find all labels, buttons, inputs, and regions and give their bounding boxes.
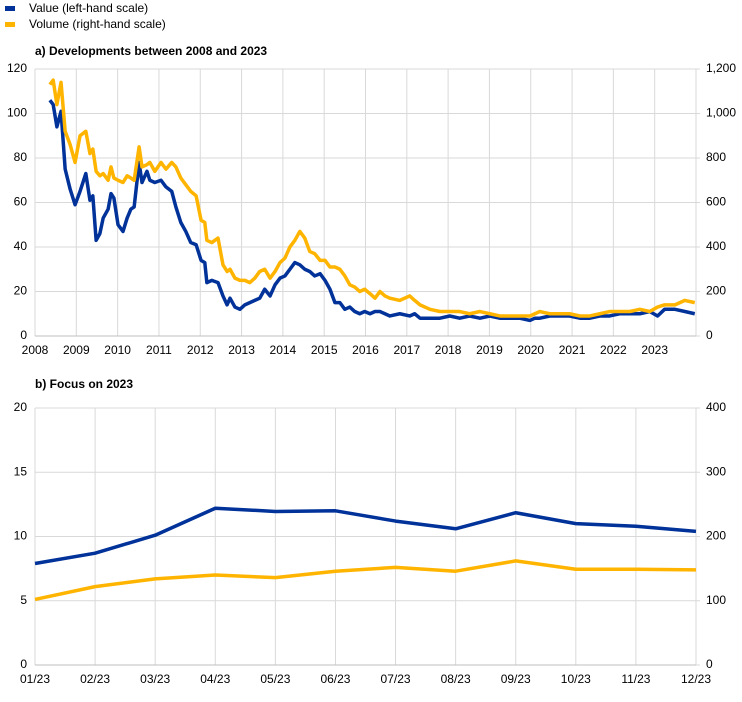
panel-title: a) Developments between 2008 and 2023 bbox=[35, 44, 267, 58]
y2-tick-label: 800 bbox=[706, 150, 726, 164]
x-tick-label: 01/23 bbox=[20, 672, 50, 686]
x-tick-label: 09/23 bbox=[501, 672, 531, 686]
y-tick-label: 20 bbox=[14, 284, 28, 298]
x-tick-label: 03/23 bbox=[140, 672, 170, 686]
x-tick-label: 2014 bbox=[270, 343, 297, 357]
y-tick-label: 60 bbox=[14, 195, 28, 209]
x-tick-label: 2018 bbox=[435, 343, 462, 357]
legend-label: Value (left-hand scale) bbox=[29, 1, 148, 15]
series-line bbox=[48, 78, 696, 318]
x-tick-label: 2016 bbox=[352, 343, 379, 357]
y2-tick-label: 400 bbox=[706, 400, 726, 414]
x-tick-label: 02/23 bbox=[80, 672, 110, 686]
x-tick-label: 07/23 bbox=[381, 672, 411, 686]
y-tick-label: 40 bbox=[14, 239, 28, 253]
y-tick-label: 15 bbox=[14, 464, 28, 478]
panel-title: b) Focus on 2023 bbox=[35, 377, 133, 391]
y-tick-label: 0 bbox=[20, 657, 27, 671]
y-tick-label: 5 bbox=[20, 593, 27, 607]
x-tick-label: 08/23 bbox=[441, 672, 471, 686]
x-tick-label: 2011 bbox=[146, 343, 172, 357]
y-tick-label: 80 bbox=[14, 150, 28, 164]
x-tick-label: 05/23 bbox=[260, 672, 290, 686]
y2-tick-label: 1,200 bbox=[706, 61, 736, 75]
y-tick-label: 10 bbox=[14, 529, 28, 543]
y2-tick-label: 400 bbox=[706, 239, 726, 253]
y2-tick-label: 100 bbox=[706, 593, 726, 607]
series-line bbox=[34, 559, 697, 602]
y-tick-label: 20 bbox=[14, 400, 28, 414]
y-tick-label: 120 bbox=[7, 61, 27, 75]
x-tick-label: 2023 bbox=[641, 343, 668, 357]
x-tick-label: 2020 bbox=[517, 343, 544, 357]
legend-swatch bbox=[5, 6, 15, 11]
legend-swatch bbox=[5, 22, 15, 27]
y2-tick-label: 200 bbox=[706, 529, 726, 543]
y-tick-label: 100 bbox=[7, 106, 27, 120]
y2-tick-label: 0 bbox=[706, 328, 713, 342]
legend-label: Volume (right-hand scale) bbox=[29, 17, 166, 31]
x-tick-label: 2021 bbox=[559, 343, 586, 357]
x-tick-label: 10/23 bbox=[561, 672, 591, 686]
y2-tick-label: 0 bbox=[706, 657, 713, 671]
x-tick-label: 06/23 bbox=[320, 672, 350, 686]
x-tick-label: 2022 bbox=[600, 343, 627, 357]
x-tick-label: 2017 bbox=[393, 343, 420, 357]
x-tick-label: 2009 bbox=[63, 343, 90, 357]
x-tick-label: 2012 bbox=[187, 343, 214, 357]
y-tick-label: 0 bbox=[20, 328, 27, 342]
series-line bbox=[48, 99, 696, 323]
x-tick-label: 2010 bbox=[104, 343, 131, 357]
x-tick-label: 2008 bbox=[22, 343, 49, 357]
x-tick-label: 12/23 bbox=[681, 672, 711, 686]
y2-tick-label: 1,000 bbox=[706, 106, 736, 120]
x-tick-label: 2015 bbox=[311, 343, 338, 357]
y2-tick-label: 600 bbox=[706, 195, 726, 209]
y2-tick-label: 300 bbox=[706, 464, 726, 478]
x-tick-label: 11/23 bbox=[621, 672, 650, 686]
series-line bbox=[34, 506, 697, 566]
x-tick-label: 2019 bbox=[476, 343, 503, 357]
x-tick-label: 2013 bbox=[228, 343, 255, 357]
y2-tick-label: 200 bbox=[706, 284, 726, 298]
x-tick-label: 04/23 bbox=[200, 672, 230, 686]
